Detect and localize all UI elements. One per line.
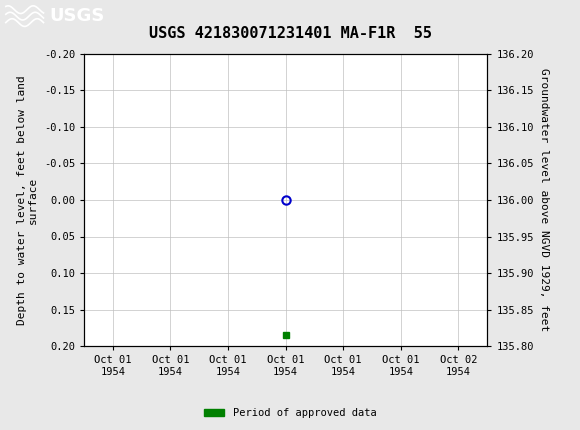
- Legend: Period of approved data: Period of approved data: [200, 404, 380, 423]
- Y-axis label: Groundwater level above NGVD 1929, feet: Groundwater level above NGVD 1929, feet: [539, 68, 549, 332]
- Text: USGS 421830071231401 MA-F1R  55: USGS 421830071231401 MA-F1R 55: [148, 26, 432, 41]
- Y-axis label: Depth to water level, feet below land
surface: Depth to water level, feet below land su…: [17, 75, 38, 325]
- Text: USGS: USGS: [49, 7, 104, 25]
